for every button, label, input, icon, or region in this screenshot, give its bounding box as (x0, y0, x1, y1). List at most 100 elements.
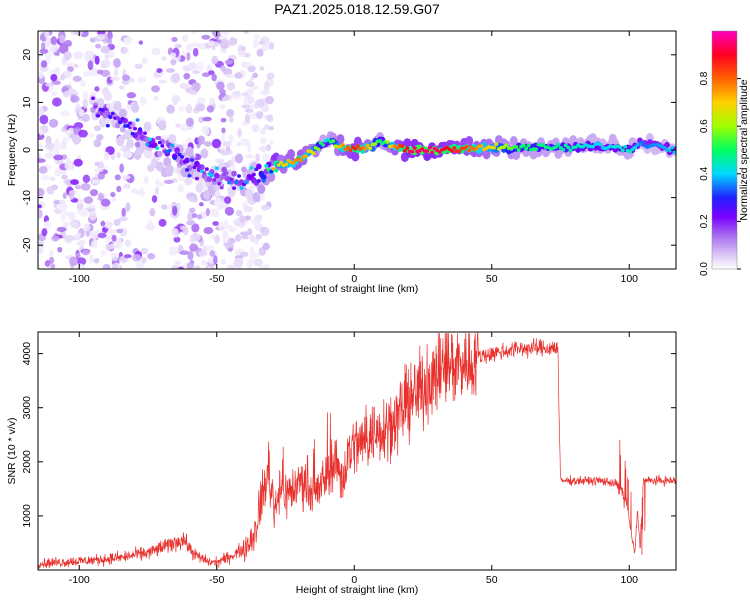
spectrum-ridge-point (291, 161, 296, 166)
spectrum-noise-blob (168, 246, 179, 256)
spectrum-noise-blob (197, 135, 206, 145)
spectrum-noise-blob (102, 263, 111, 269)
spectrum-noise-blob (123, 183, 131, 189)
spectrum-noise-blob (121, 207, 126, 217)
spectrum-noise-blob (249, 234, 256, 243)
spectrum-noise-blob (151, 85, 161, 93)
spectrum-noise-blob (185, 43, 194, 52)
spectrum-ridge-point (118, 108, 127, 119)
spectrum-ridge-point (254, 167, 259, 172)
spectrum-noise-blob (174, 43, 182, 49)
spectrum-noise-blob (260, 127, 266, 135)
spectrum-ridge-point (232, 186, 237, 190)
spectrum-ridge-point (284, 162, 289, 167)
spectrum-noise-blob (239, 215, 246, 224)
spectrum-noise-blob (52, 97, 62, 107)
spectrum-ridge-point (267, 171, 276, 182)
spectrum-noise-blob (163, 179, 174, 185)
spectrum-ridge-point (598, 142, 603, 147)
spectrum-noise-blob (100, 220, 106, 227)
spectrum-noise-blob (97, 192, 104, 201)
spectrum-ridge-point (115, 116, 120, 120)
spectrum-noise-blob (175, 123, 181, 128)
spectrum-noise-blob (192, 47, 199, 57)
spectrum-ridge-point (158, 120, 167, 131)
spectrum-noise-blob (269, 139, 274, 146)
spectrum-noise-blob (62, 192, 67, 200)
spectrum-ridge-point (526, 143, 531, 148)
snr-series-line (38, 332, 676, 570)
spectrum-noise-blob (203, 226, 214, 235)
spectrum-noise-blob (100, 45, 111, 54)
spectrogram-y-ticks: -20 -10 0 10 20 (21, 49, 676, 253)
spectrum-ridge-point (244, 188, 253, 199)
spectrum-ridge-point (331, 139, 336, 143)
spectrum-noise-blob (91, 179, 100, 185)
spectrum-ridge-point (142, 131, 147, 135)
spectrum-noise-blob (251, 252, 260, 259)
spectrum-noise-blob (241, 141, 251, 147)
spectrum-noise-blob (38, 188, 44, 197)
spectrum-noise-blob (256, 48, 264, 57)
spectrum-noise-blob (96, 69, 104, 75)
spectrum-ridge-point (145, 142, 150, 147)
spectrum-noise-blob (60, 73, 65, 81)
spectrum-noise-blob (76, 257, 87, 266)
spectrum-noise-blob (171, 36, 178, 43)
spectrum-noise-blob (255, 233, 262, 240)
spectrum-ridge-point (412, 146, 417, 150)
spectrum-ridge-point (402, 148, 407, 153)
spectrum-ridge-point (351, 151, 360, 162)
spectrum-noise-blob (100, 198, 111, 207)
spectrum-noise-blob (166, 68, 176, 73)
spectrum-noise-blob (139, 96, 147, 106)
spectrum-noise-blob (222, 141, 232, 148)
spectrum-noise-blob (119, 163, 125, 173)
spectrum-ridge-point (491, 145, 496, 150)
spectrum-noise-blob (74, 31, 84, 36)
spectrum-noise-blob (90, 240, 97, 249)
spectrum-noise-blob (61, 174, 68, 180)
spectrum-ridge-point (187, 173, 192, 178)
spectrum-ridge-point (168, 133, 177, 144)
spectrum-ridge-point (269, 169, 274, 174)
spectrum-ridge-point (516, 148, 521, 152)
spectrum-ridge-point (270, 154, 277, 161)
spectrum-ridge-point (662, 146, 667, 150)
spectrum-noise-blob (59, 34, 66, 44)
spectrum-ridge-point (119, 126, 126, 133)
spectrum-ridge-point (157, 140, 162, 145)
spectrum-noise-blob (191, 82, 201, 91)
spectrum-noise-blob (94, 167, 104, 173)
spectrum-ridge-point (287, 149, 295, 160)
spectrum-noise-blob (123, 38, 131, 45)
spectrum-noise-blob (152, 96, 159, 101)
spectrum-noise-blob (268, 126, 275, 131)
spectrum-noise-blob (105, 51, 116, 59)
spectrum-noise-blob (100, 63, 106, 69)
spectrum-noise-blob (80, 182, 91, 191)
spectrum-ridge-point (403, 138, 412, 149)
spectrum-noise-blob (186, 261, 195, 269)
spectrum-noise-blob (186, 51, 191, 61)
spectrum-ridge-point (303, 154, 308, 158)
spectrum-noise-blob (229, 116, 234, 123)
spectrum-noise-blob (206, 105, 215, 113)
spectrum-noise-blob (58, 202, 68, 212)
spectrum-noise-blob (46, 185, 55, 195)
spectrum-ridge-point (553, 145, 558, 149)
spectrum-ridge-point (670, 145, 675, 150)
spectrum-noise-blob (205, 208, 211, 217)
spectrum-ridge-point (241, 166, 247, 173)
spectrum-noise-blob (49, 176, 56, 182)
spectrum-noise-blob (80, 80, 86, 87)
spectrum-noise-blob (212, 221, 219, 227)
spectrum-ridge-point (425, 149, 430, 153)
spectrum-ridge-point (566, 145, 571, 150)
spectrum-ridge-point (224, 171, 229, 175)
spectrum-noise-blob (145, 223, 156, 231)
spectrum-noise-blob (48, 118, 59, 128)
spectrum-noise-blob (227, 247, 233, 252)
spectrum-noise-blob (222, 229, 228, 238)
